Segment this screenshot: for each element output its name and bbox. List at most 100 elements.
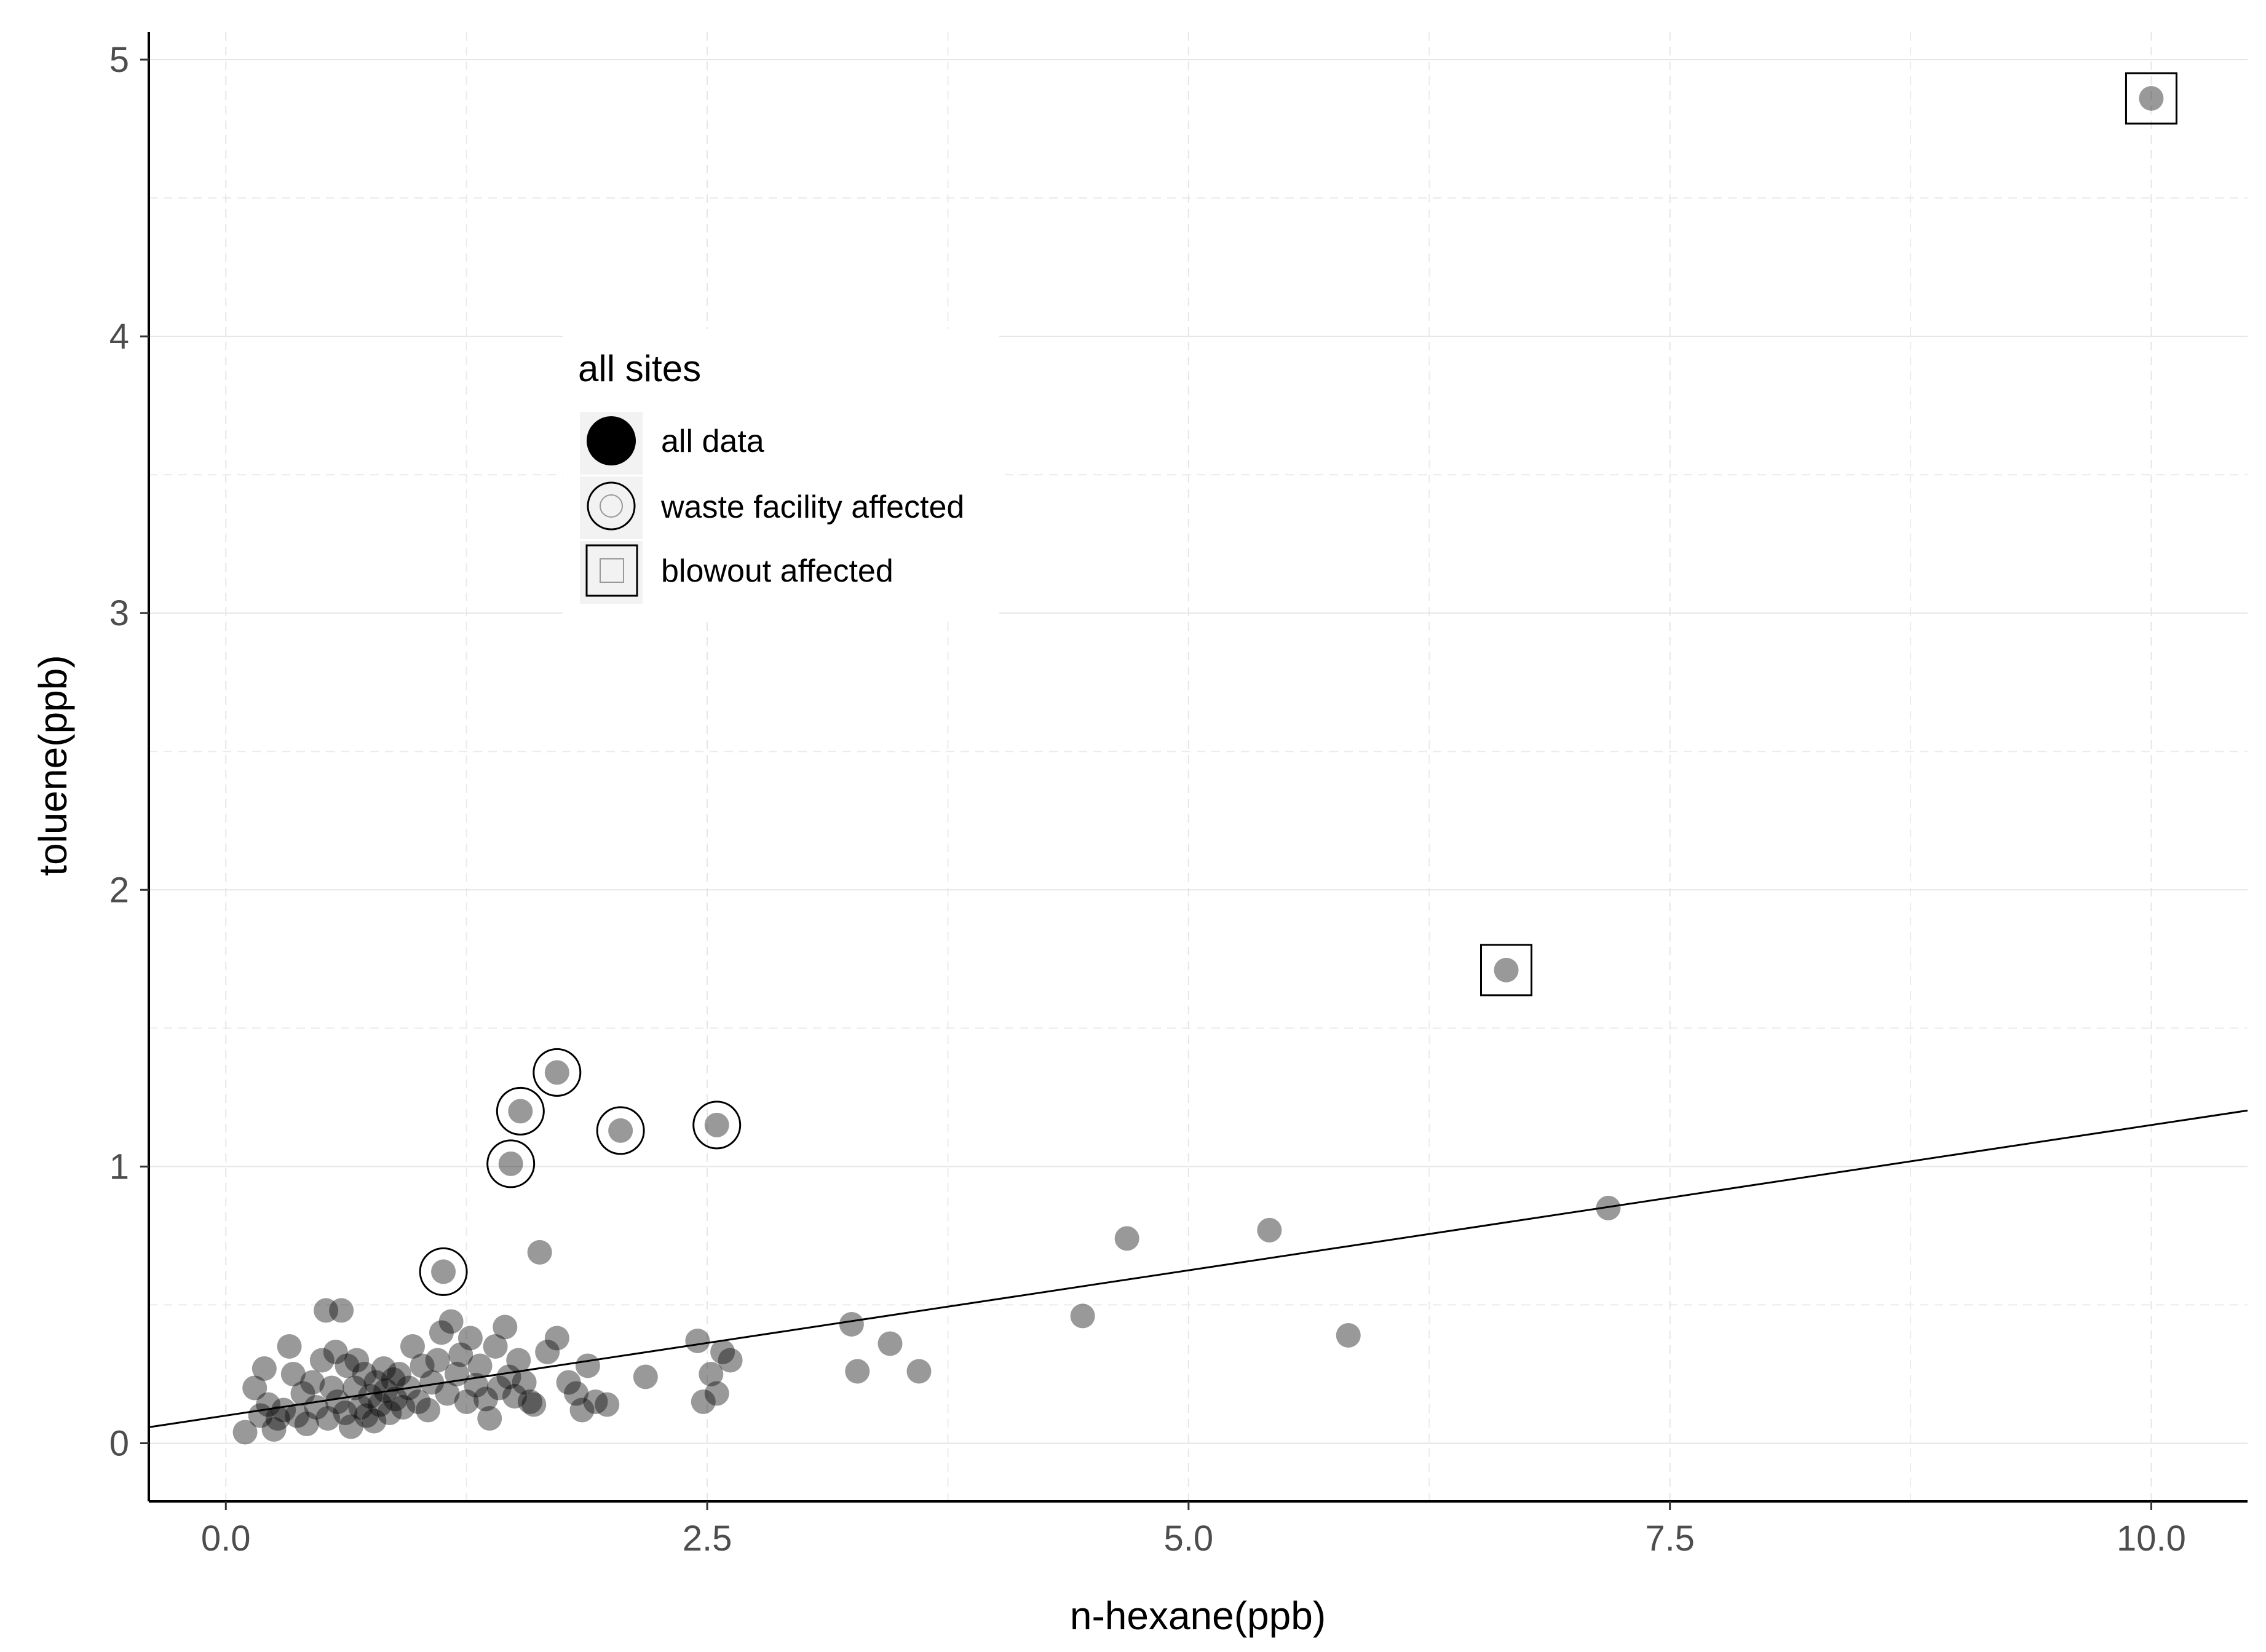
data-point [564, 1381, 589, 1406]
data-point [685, 1328, 710, 1353]
data-point [493, 1314, 518, 1340]
x-axis-title: n-hexane(ppb) [1070, 1594, 1326, 1638]
data-point [377, 1400, 402, 1425]
data-point [633, 1364, 658, 1389]
data-point [319, 1375, 344, 1401]
data-point [512, 1370, 537, 1395]
x-tick-label: 7.5 [1645, 1519, 1695, 1559]
data-point [1336, 1322, 1361, 1348]
y-tick-label: 2 [109, 870, 129, 910]
data-point [277, 1334, 302, 1359]
data-point [261, 1417, 287, 1442]
data-point [458, 1326, 483, 1351]
waste-facility-marker [596, 1106, 645, 1155]
y-tick-label: 3 [109, 593, 129, 633]
data-point [363, 1370, 389, 1395]
data-point [556, 1370, 581, 1395]
data-point [718, 1348, 743, 1373]
data-point [845, 1359, 870, 1384]
data-point [502, 1383, 527, 1409]
data-point [419, 1370, 445, 1395]
waste-facility-marker [692, 1101, 742, 1150]
data-point [406, 1389, 431, 1414]
data-point [1114, 1226, 1139, 1251]
data-point [906, 1359, 932, 1384]
grid-minor [149, 32, 2248, 1501]
legend-label-all-data: all data [661, 424, 764, 459]
data-point [527, 1239, 552, 1265]
data-point [1070, 1303, 1095, 1329]
blowout-marker [1480, 944, 1532, 997]
data-point [333, 1400, 358, 1425]
data-point [271, 1397, 296, 1423]
data-point [280, 1361, 306, 1386]
y-tick-label: 1 [109, 1147, 129, 1187]
data-point [473, 1386, 498, 1412]
data-point [483, 1334, 508, 1359]
legend-label-waste: waste facility affected [660, 489, 964, 525]
data-point [691, 1389, 716, 1414]
data-point [506, 1348, 531, 1373]
data-point [335, 1353, 360, 1378]
blowout-marker [2125, 72, 2177, 125]
data-point [1257, 1217, 1282, 1243]
data-point [496, 1364, 521, 1389]
highlight-markers [419, 72, 2177, 1296]
data-point [877, 1331, 903, 1356]
data-point [508, 1099, 533, 1124]
waste-facility-marker [533, 1048, 582, 1097]
legend-key-open-circle [587, 481, 636, 531]
trend-line [148, 1109, 2248, 1428]
data-point [704, 1112, 729, 1137]
data-point [498, 1151, 523, 1176]
data-point [338, 1414, 363, 1439]
data-point [410, 1353, 435, 1378]
data-point [329, 1298, 354, 1323]
data-point [544, 1326, 569, 1351]
data-point [325, 1389, 350, 1414]
legend-label-blowout: blowout affected [661, 553, 893, 589]
waste-facility-marker [496, 1086, 545, 1136]
y-tick-label: 0 [109, 1423, 129, 1463]
data-point [367, 1392, 392, 1417]
data-point [477, 1405, 502, 1431]
y-tick-label: 4 [109, 317, 129, 357]
data-point [232, 1420, 258, 1445]
data-point [371, 1356, 397, 1381]
data-point [710, 1339, 735, 1364]
data-point [467, 1353, 493, 1378]
grid-major [149, 32, 2248, 1501]
legend-key-filled-circle [587, 416, 636, 465]
data-point [544, 1060, 569, 1085]
data-point [429, 1320, 454, 1345]
data-point [569, 1397, 595, 1423]
data-point [438, 1309, 464, 1334]
axes [148, 32, 2248, 1503]
data-point [315, 1405, 341, 1431]
data-point [314, 1298, 339, 1323]
data-point [343, 1375, 368, 1401]
data-point [704, 1381, 729, 1406]
data-point [435, 1381, 460, 1406]
y-tick-label: 5 [109, 40, 129, 80]
data-point [2139, 86, 2164, 111]
data-point [309, 1348, 335, 1373]
data-point [535, 1339, 560, 1364]
data-point [575, 1353, 600, 1378]
data-point [416, 1397, 441, 1423]
data-point [425, 1348, 450, 1373]
legend-key-inner-circle [600, 494, 623, 518]
data-point [252, 1356, 277, 1381]
data-point [400, 1334, 425, 1359]
data-point [521, 1392, 547, 1417]
data-point [1494, 957, 1519, 982]
x-tick-label: 0.0 [201, 1519, 251, 1559]
data-point [390, 1394, 416, 1420]
data-point [294, 1411, 319, 1436]
waste-facility-marker [486, 1139, 536, 1188]
data-point [699, 1361, 724, 1386]
data-point [265, 1405, 290, 1431]
legend-key-inner-square [600, 558, 624, 583]
x-axis-ticks: 0.0 2.5 5.0 7.5 10.0 [201, 1501, 2186, 1559]
x-tick-label: 2.5 [683, 1519, 732, 1559]
